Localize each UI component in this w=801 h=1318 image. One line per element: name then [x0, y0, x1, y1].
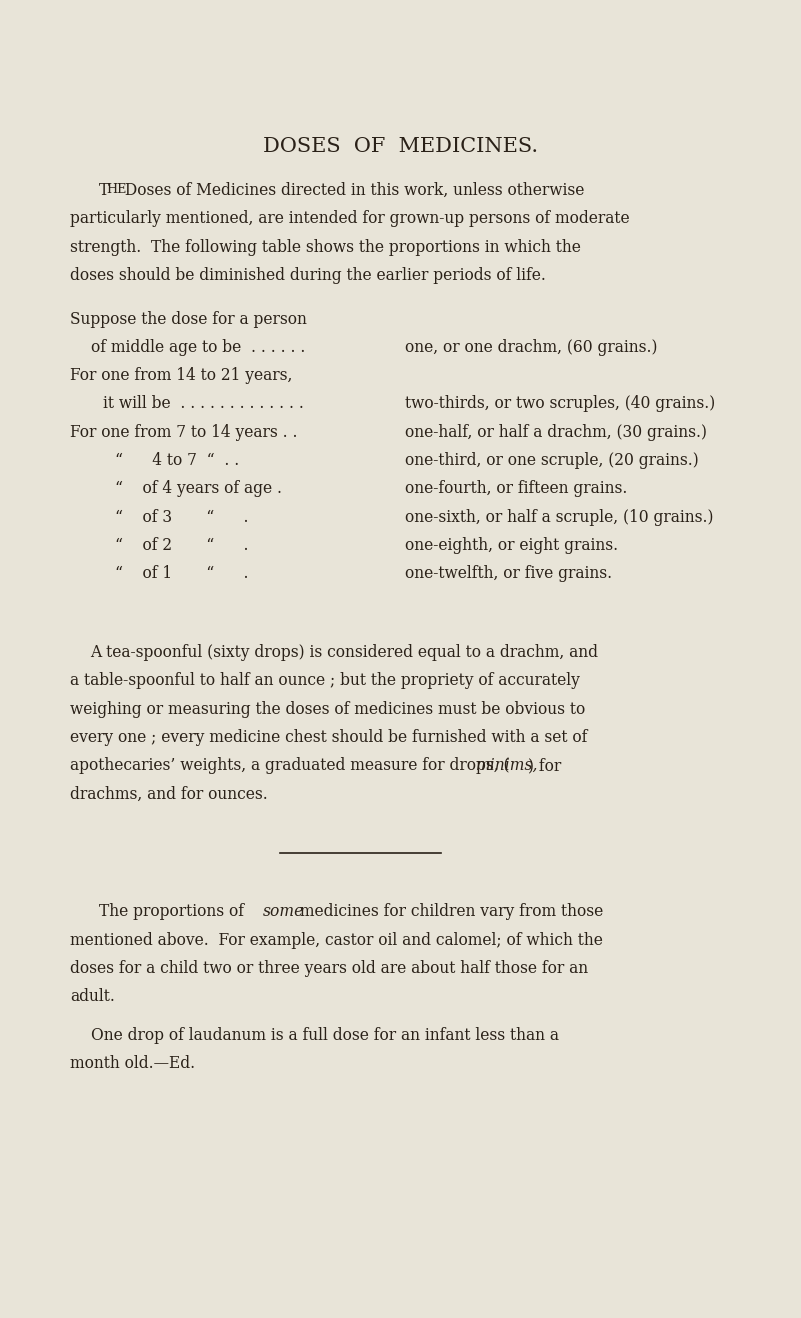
Text: mentioned above.  For example, castor oil and calomel; of which the: mentioned above. For example, castor oil… — [70, 932, 603, 949]
Text: one, or one drachm, (60 grains.): one, or one drachm, (60 grains.) — [405, 339, 657, 356]
Text: Suppose the dose for a person: Suppose the dose for a person — [70, 311, 308, 328]
Text: A tea-spoonful (sixty drops) is considered equal to a drachm, and: A tea-spoonful (sixty drops) is consider… — [91, 643, 598, 660]
Text: “    of 1       “      .: “ of 1 “ . — [115, 565, 248, 583]
Text: For one from 14 to 21 years,: For one from 14 to 21 years, — [70, 366, 293, 384]
Text: one-third, or one scruple, (20 grains.): one-third, or one scruple, (20 grains.) — [405, 452, 698, 469]
Text: strength.  The following table shows the proportions in which the: strength. The following table shows the … — [70, 239, 582, 256]
Text: month old.—Ed.: month old.—Ed. — [70, 1056, 195, 1072]
Text: medicines for children vary from those: medicines for children vary from those — [295, 903, 603, 920]
Text: one-sixth, or half a scruple, (10 grains.): one-sixth, or half a scruple, (10 grains… — [405, 509, 713, 526]
Text: a table-spoonful to half an ounce ; but the propriety of accurately: a table-spoonful to half an ounce ; but … — [70, 672, 581, 689]
Text: T: T — [99, 182, 109, 199]
Text: one-eighth, or eight grains.: one-eighth, or eight grains. — [405, 536, 618, 554]
Text: “      4 to 7  “  . .: “ 4 to 7 “ . . — [115, 452, 239, 469]
Text: “    of 2       “      .: “ of 2 “ . — [115, 536, 248, 554]
Text: one-twelfth, or five grains.: one-twelfth, or five grains. — [405, 565, 612, 583]
Text: “    of 4 years of age .: “ of 4 years of age . — [115, 480, 281, 497]
Text: some: some — [263, 903, 304, 920]
Text: every one ; every medicine chest should be furnished with a set of: every one ; every medicine chest should … — [70, 729, 588, 746]
Text: DOSES  OF  MEDICINES.: DOSES OF MEDICINES. — [263, 137, 538, 156]
Text: One drop of laudanum is a full dose for an infant less than a: One drop of laudanum is a full dose for … — [91, 1027, 558, 1044]
Text: particularly mentioned, are intended for grown-up persons of moderate: particularly mentioned, are intended for… — [70, 210, 630, 227]
Text: Doses of Medicines directed in this work, unless otherwise: Doses of Medicines directed in this work… — [120, 182, 585, 199]
Text: “    of 3       “      .: “ of 3 “ . — [115, 509, 248, 526]
Text: The proportions of: The proportions of — [99, 903, 248, 920]
Text: apothecaries’ weights, a graduated measure for drops, (: apothecaries’ weights, a graduated measu… — [70, 757, 510, 774]
Text: minims,: minims, — [476, 757, 538, 774]
Text: two-thirds, or two scruples, (40 grains.): two-thirds, or two scruples, (40 grains.… — [405, 395, 714, 413]
Text: drachms, and for ounces.: drachms, and for ounces. — [70, 786, 268, 803]
Text: ) for: ) for — [528, 757, 562, 774]
Text: HE: HE — [106, 183, 127, 196]
Text: weighing or measuring the doses of medicines must be obvious to: weighing or measuring the doses of medic… — [70, 700, 586, 717]
Text: doses should be diminished during the earlier periods of life.: doses should be diminished during the ea… — [70, 266, 546, 283]
Text: doses for a child two or three years old are about half those for an: doses for a child two or three years old… — [70, 960, 589, 977]
Text: of middle age to be  . . . . . .: of middle age to be . . . . . . — [91, 339, 310, 356]
Text: one-fourth, or fifteen grains.: one-fourth, or fifteen grains. — [405, 480, 627, 497]
Text: one-half, or half a drachm, (30 grains.): one-half, or half a drachm, (30 grains.) — [405, 423, 706, 440]
Text: For one from 7 to 14 years . .: For one from 7 to 14 years . . — [70, 423, 298, 440]
Text: it will be  . . . . . . . . . . . . .: it will be . . . . . . . . . . . . . — [103, 395, 308, 413]
Text: adult.: adult. — [70, 988, 115, 1006]
